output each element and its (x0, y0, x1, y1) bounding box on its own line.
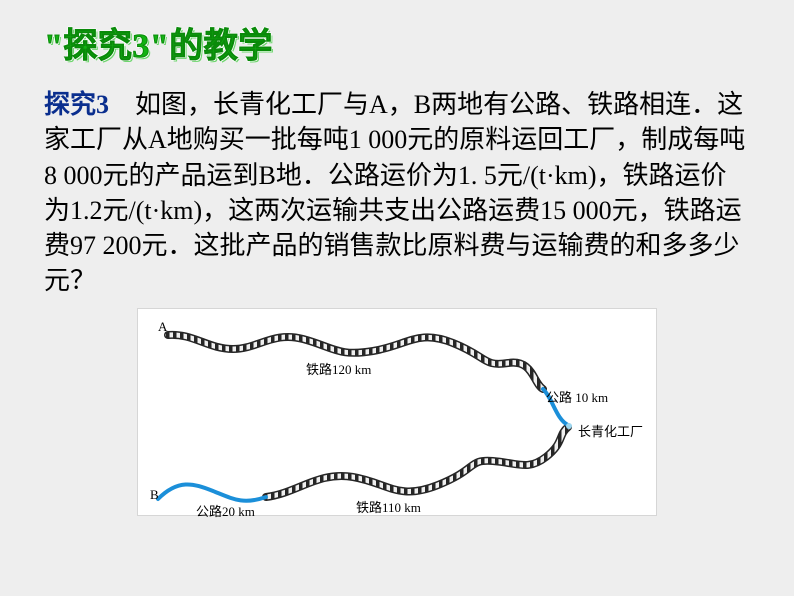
lead-number: 3 (96, 90, 109, 119)
label-road-bottom: 公路20 km (196, 501, 255, 520)
lead-label: 探究 (44, 90, 96, 119)
title-text: "探究3"的教学 (44, 28, 273, 65)
label-road-top: 公路 10 km (546, 387, 608, 406)
rail-bottom-outline (266, 427, 568, 497)
road-bottom (158, 484, 266, 500)
problem-text: 如图，长青化工厂与A，B两地有公路、铁路相连．这家工厂从A地购买一批每吨1 00… (44, 90, 745, 294)
label-B: B (150, 487, 159, 503)
slide-title: "探究3"的教学 (44, 28, 750, 65)
factory-dot (566, 423, 572, 429)
label-rail-bottom: 铁路110 km (356, 497, 421, 516)
label-A: A (158, 319, 167, 335)
route-svg (138, 309, 658, 517)
problem-paragraph: 探究3 如图，长青化工厂与A，B两地有公路、铁路相连．这家工厂从A地购买一批每吨… (44, 87, 750, 298)
route-figure: A B 铁路120 km 铁路110 km 公路 10 km 公路20 km 长… (137, 308, 657, 516)
label-factory: 长青化工厂 (578, 421, 643, 440)
label-rail-top: 铁路120 km (306, 359, 371, 378)
